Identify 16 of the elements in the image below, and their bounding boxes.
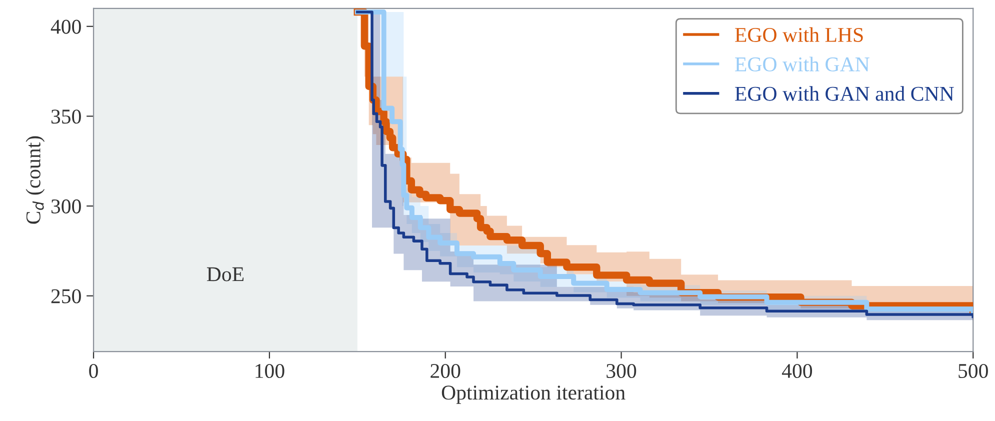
y-tick-label: 300 bbox=[51, 199, 81, 214]
y-tick-label: 250 bbox=[51, 289, 81, 304]
legend-label: EGO with GAN bbox=[735, 56, 870, 72]
x-tick-label: 300 bbox=[606, 364, 636, 378]
x-tick-label: 0 bbox=[89, 364, 98, 378]
x-tick-label: 500 bbox=[958, 364, 988, 378]
x-tick-label: 100 bbox=[256, 364, 284, 378]
x-tick-label: 200 bbox=[430, 364, 460, 378]
y-axis-title: C$_{d}$ (count) bbox=[26, 136, 45, 224]
y-tick-label: 400 bbox=[50, 20, 81, 34]
band-label: DoE bbox=[206, 267, 244, 282]
x-tick-label: 400 bbox=[782, 364, 812, 378]
x-axis-title: Optimization iteration bbox=[442, 386, 626, 404]
legend-label: EGO with GAN and CNN bbox=[735, 86, 954, 101]
y-tick-label: 350 bbox=[51, 110, 81, 124]
legend-label: EGO with LHS bbox=[735, 27, 863, 42]
